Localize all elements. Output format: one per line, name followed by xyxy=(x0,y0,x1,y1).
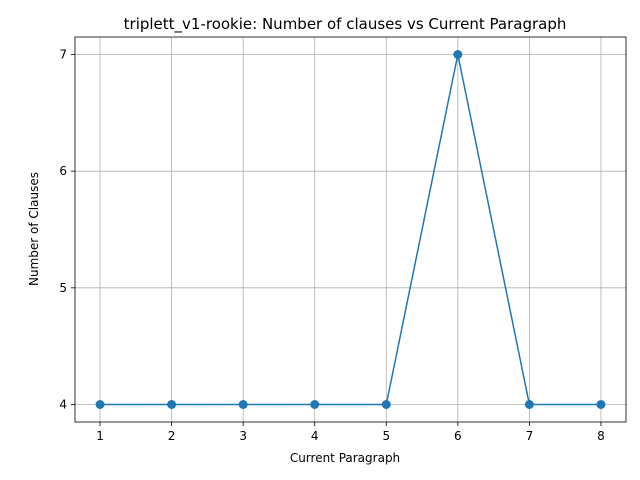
grid-lines xyxy=(75,37,626,422)
data-point xyxy=(310,400,320,409)
series-line xyxy=(100,54,601,406)
x-tick-label: 7 xyxy=(526,429,534,443)
data-point xyxy=(453,50,463,59)
chart-title: triplett_v1-rookie: Number of clauses vs… xyxy=(124,15,567,34)
x-axis-label: Current Paragraph xyxy=(290,451,400,465)
data-point xyxy=(381,400,391,409)
x-tick-label: 2 xyxy=(168,429,176,443)
y-tick-label: 6 xyxy=(59,164,67,178)
plot-frame xyxy=(74,36,627,423)
data-point xyxy=(95,400,105,409)
data-point xyxy=(167,400,177,409)
y-axis-label: Number of Clauses xyxy=(27,172,41,286)
data-point xyxy=(238,400,248,409)
x-tick-label: 1 xyxy=(96,429,104,443)
y-tick-label: 7 xyxy=(59,48,67,62)
series-layer xyxy=(95,50,606,409)
x-tick-label: 3 xyxy=(239,429,247,443)
axis-ticks: 1 2 3 4 5 6 7 8 4 5 6 7 xyxy=(59,48,604,444)
y-tick-label: 5 xyxy=(59,281,67,295)
data-point xyxy=(596,400,606,409)
x-tick-label: 5 xyxy=(382,429,390,443)
x-tick-label: 4 xyxy=(311,429,319,443)
y-tick-label: 4 xyxy=(59,398,67,412)
data-point xyxy=(524,400,534,409)
x-tick-label: 8 xyxy=(597,429,605,443)
x-tick-label: 6 xyxy=(454,429,462,443)
